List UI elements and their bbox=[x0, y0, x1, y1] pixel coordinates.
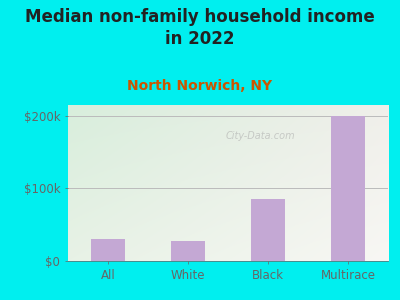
Bar bbox=[251, 199, 285, 261]
Bar bbox=[171, 242, 205, 261]
Bar bbox=[91, 239, 125, 261]
Text: North Norwich, NY: North Norwich, NY bbox=[128, 80, 272, 94]
Text: City-Data.com: City-Data.com bbox=[225, 131, 295, 141]
Text: Median non-family household income
in 2022: Median non-family household income in 20… bbox=[25, 8, 375, 48]
Bar bbox=[331, 116, 365, 261]
